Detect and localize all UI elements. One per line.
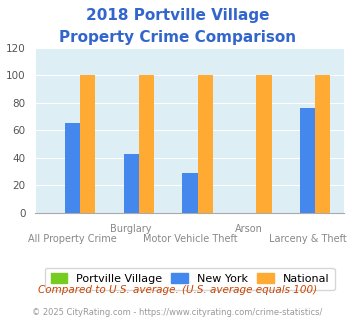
Text: Compared to U.S. average. (U.S. average equals 100): Compared to U.S. average. (U.S. average … [38,285,317,295]
Text: All Property Crime: All Property Crime [28,234,117,244]
Text: © 2025 CityRating.com - https://www.cityrating.com/crime-statistics/: © 2025 CityRating.com - https://www.city… [32,308,323,316]
Bar [65,123,80,213]
Bar [80,75,95,213]
Bar [300,108,315,213]
Text: Arson: Arson [235,224,263,234]
Bar [139,75,154,213]
Text: 2018 Portville Village: 2018 Portville Village [86,8,269,23]
Text: Property Crime Comparison: Property Crime Comparison [59,30,296,45]
Bar [256,75,272,213]
Bar [198,75,213,213]
Bar [124,154,139,213]
Text: Burglary: Burglary [110,224,152,234]
Bar [315,75,330,213]
Bar [182,173,198,213]
Text: Motor Vehicle Theft: Motor Vehicle Theft [143,234,237,244]
Legend: Portville Village, New York, National: Portville Village, New York, National [45,268,334,290]
Text: Larceny & Theft: Larceny & Theft [268,234,346,244]
